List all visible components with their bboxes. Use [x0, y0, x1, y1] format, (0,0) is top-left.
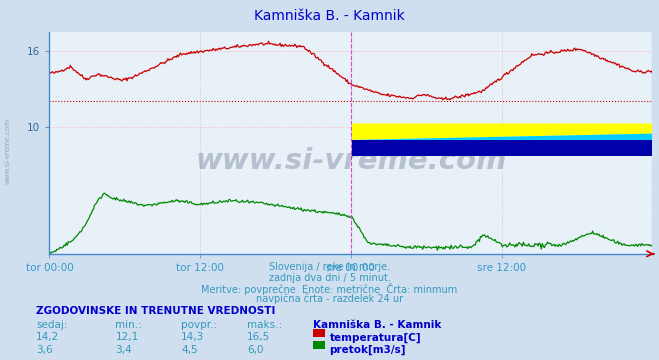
Text: www.si-vreme.com: www.si-vreme.com — [195, 147, 507, 175]
Text: Kamniška B. - Kamnik: Kamniška B. - Kamnik — [313, 320, 442, 330]
Text: maks.:: maks.: — [247, 320, 282, 330]
Text: 12,1: 12,1 — [115, 332, 138, 342]
Text: 4,5: 4,5 — [181, 345, 198, 355]
Polygon shape — [352, 123, 659, 140]
Text: min.:: min.: — [115, 320, 142, 330]
Text: 3,4: 3,4 — [115, 345, 132, 355]
Text: zadnja dva dni / 5 minut.: zadnja dva dni / 5 minut. — [269, 273, 390, 283]
Text: www.si-vreme.com: www.si-vreme.com — [4, 118, 11, 184]
Polygon shape — [352, 123, 659, 140]
Text: navpična črta - razdelek 24 ur: navpična črta - razdelek 24 ur — [256, 293, 403, 304]
Text: Slovenija / reke in morje.: Slovenija / reke in morje. — [269, 262, 390, 272]
Polygon shape — [352, 140, 659, 156]
Text: pretok[m3/s]: pretok[m3/s] — [330, 345, 406, 355]
Text: ZGODOVINSKE IN TRENUTNE VREDNOSTI: ZGODOVINSKE IN TRENUTNE VREDNOSTI — [36, 306, 275, 316]
Text: 6,0: 6,0 — [247, 345, 264, 355]
Text: 3,6: 3,6 — [36, 345, 53, 355]
Text: 14,2: 14,2 — [36, 332, 59, 342]
Text: 14,3: 14,3 — [181, 332, 204, 342]
Text: sedaj:: sedaj: — [36, 320, 68, 330]
Text: temperatura[C]: temperatura[C] — [330, 332, 421, 343]
Text: Meritve: povprečne  Enote: metrične  Črta: minmum: Meritve: povprečne Enote: metrične Črta:… — [202, 283, 457, 295]
Text: 16,5: 16,5 — [247, 332, 270, 342]
Text: Kamniška B. - Kamnik: Kamniška B. - Kamnik — [254, 9, 405, 23]
Text: povpr.:: povpr.: — [181, 320, 217, 330]
